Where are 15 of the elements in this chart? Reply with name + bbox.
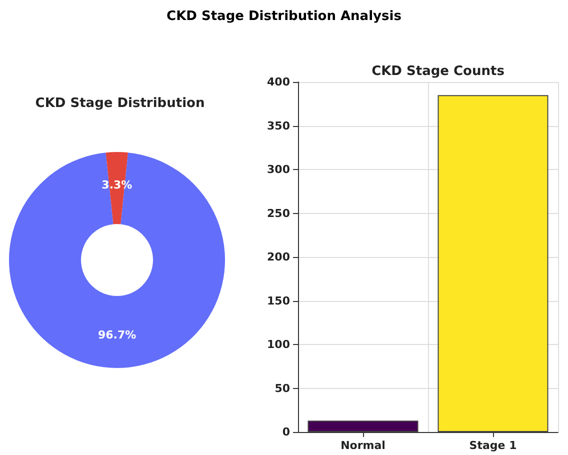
y-tick-label: 250 bbox=[267, 206, 290, 220]
text: CKD Stage Distribution Analysis bbox=[166, 8, 402, 24]
chart-title: CKD Stage Counts bbox=[372, 64, 505, 79]
data-label: 96.7% bbox=[98, 328, 136, 342]
y-tick-label: 0 bbox=[282, 426, 290, 438]
y-tick-label: 150 bbox=[267, 294, 290, 308]
y-tick-label: 350 bbox=[267, 119, 290, 132]
x-tick-label: Stage 1 bbox=[469, 439, 517, 452]
x-tick-label: Normal bbox=[340, 439, 386, 452]
y-tick-label: 400 bbox=[267, 76, 290, 88]
chart-title: CKD Stage Distribution bbox=[35, 96, 205, 111]
y-tick-label: 200 bbox=[267, 250, 290, 264]
y-tick-label: 50 bbox=[274, 382, 290, 395]
y-tick-label: 100 bbox=[267, 338, 290, 351]
y-tick-label: 300 bbox=[267, 163, 290, 176]
